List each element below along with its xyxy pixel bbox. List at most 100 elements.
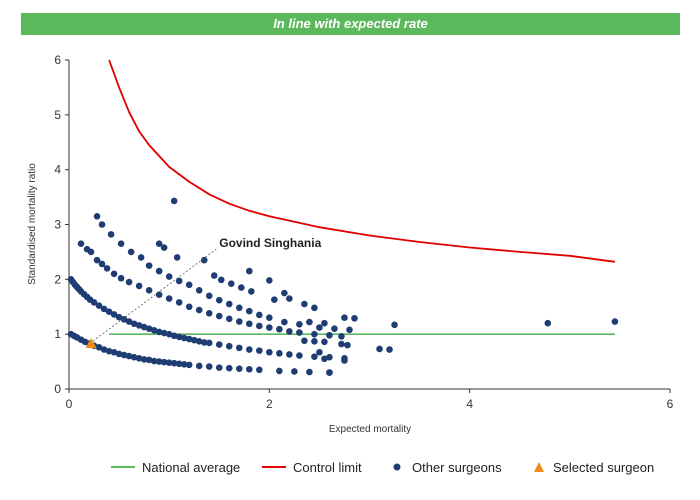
other-surgeon-point <box>195 362 203 370</box>
other-surgeon-point <box>135 354 143 362</box>
annotation-leader-line <box>92 248 217 342</box>
other-surgeon-point <box>311 353 318 360</box>
other-surgeon-point <box>160 358 168 366</box>
y-tick-label: 1 <box>54 327 61 341</box>
other-surgeon-point <box>95 302 103 309</box>
other-surgeon-point <box>611 318 619 325</box>
other-surgeon-point <box>145 262 153 269</box>
other-surgeon-point <box>256 347 263 354</box>
other-surgeon-point <box>200 339 208 346</box>
other-surgeon-point <box>351 314 358 322</box>
other-surgeon-point <box>235 344 243 352</box>
y-axis-label: Standardised mortality ratio <box>27 163 38 285</box>
y-tick-label: 5 <box>54 108 61 122</box>
other-surgeon-point <box>266 348 273 356</box>
other-surgeon-point <box>98 221 106 228</box>
other-surgeon-point <box>175 333 183 341</box>
axes <box>68 60 670 390</box>
other-surgeon-point <box>140 323 148 331</box>
other-surgeon-point <box>185 361 193 369</box>
other-surgeon-point <box>103 265 111 272</box>
other-surgeon-point <box>93 256 101 264</box>
legend-selected-surgeon-label: Selected surgeon <box>553 460 654 475</box>
other-surgeon-point <box>125 278 133 286</box>
other-surgeon-point <box>301 337 308 345</box>
other-surgeon-point <box>195 337 203 345</box>
x-tick-label: 6 <box>667 397 674 411</box>
control-limit-path <box>108 59 616 263</box>
other-surgeon-point <box>130 320 138 328</box>
other-surgeon-point <box>98 260 106 268</box>
other-surgeon-point <box>256 322 263 330</box>
other-surgeon-point <box>195 287 203 294</box>
other-surgeon-point <box>376 345 383 353</box>
other-surgeon-point <box>296 320 303 328</box>
other-surgeon-point <box>105 308 113 315</box>
other-surgeon-point <box>311 330 318 338</box>
other-surgeon-point <box>301 300 308 308</box>
other-surgeon-point <box>326 369 333 376</box>
other-surgeon-point <box>286 351 293 358</box>
other-surgeon-point <box>150 357 158 365</box>
other-surgeon-point <box>256 311 263 319</box>
other-surgeon-point <box>321 338 328 346</box>
other-surgeon-point <box>386 346 393 353</box>
y-tick-label: 4 <box>54 163 61 177</box>
other-surgeon-point <box>311 304 318 312</box>
other-surgeon-point <box>160 329 168 337</box>
other-surgeon-point <box>248 288 255 295</box>
other-surgeon-point <box>276 350 283 357</box>
other-surgeon-point <box>93 212 101 220</box>
other-surgeon-point <box>155 328 163 336</box>
other-surgeon-point <box>225 300 233 308</box>
other-surgeon-point <box>195 306 203 314</box>
other-surgeon-point <box>77 240 85 247</box>
other-surgeon-point <box>321 319 328 327</box>
other-surgeon-point <box>125 352 133 360</box>
other-surgeon-point <box>200 256 208 264</box>
other-surgeon-point <box>217 276 225 284</box>
other-surgeon-point <box>185 303 193 311</box>
other-surgeon-point <box>170 197 178 205</box>
other-surgeon-point <box>175 277 183 285</box>
y-tick-label: 0 <box>54 382 61 396</box>
other-surgeon-point <box>145 287 153 294</box>
other-surgeon-point <box>165 295 173 302</box>
other-surgeon-point <box>180 361 188 368</box>
other-surgeon-point <box>205 363 213 370</box>
status-banner: In line with expected rate <box>21 13 680 35</box>
control-limit-curve <box>108 59 616 263</box>
other-surgeon-point <box>165 273 173 280</box>
other-surgeon-point <box>205 292 213 300</box>
other-surgeon-point <box>235 318 243 325</box>
other-surgeon-point <box>180 334 188 342</box>
other-surgeon-point <box>326 331 333 339</box>
other-surgeon-point <box>286 328 293 335</box>
other-surgeon-point <box>145 325 153 332</box>
other-surgeon-point <box>105 347 113 355</box>
other-surgeon-point <box>246 307 253 315</box>
other-surgeon-point <box>246 365 253 373</box>
other-surgeon-point <box>246 267 253 275</box>
other-surgeon-point <box>155 267 163 275</box>
other-surgeon-point <box>306 318 313 326</box>
other-surgeon-point <box>227 280 235 288</box>
legend-other-surgeons-swatch <box>393 463 401 471</box>
x-tick-label: 4 <box>466 397 473 411</box>
other-surgeon-point <box>173 254 181 261</box>
other-surgeon-point <box>341 314 348 322</box>
other-surgeon-point <box>256 366 263 374</box>
other-surgeon-point <box>235 304 243 312</box>
other-surgeon-point <box>170 359 178 367</box>
selected-surgeon-point <box>85 338 97 349</box>
x-tick-label: 0 <box>66 397 73 411</box>
other-surgeon-point <box>165 359 173 366</box>
other-surgeon-point <box>160 244 168 251</box>
other-surgeon-point <box>276 367 283 375</box>
other-surgeon-point <box>281 289 288 297</box>
other-surgeon-point <box>110 270 118 278</box>
other-surgeon-point <box>215 364 223 371</box>
other-surgeon-point <box>175 299 183 306</box>
other-surgeon-point <box>225 364 233 372</box>
other-surgeon-point <box>117 240 125 247</box>
